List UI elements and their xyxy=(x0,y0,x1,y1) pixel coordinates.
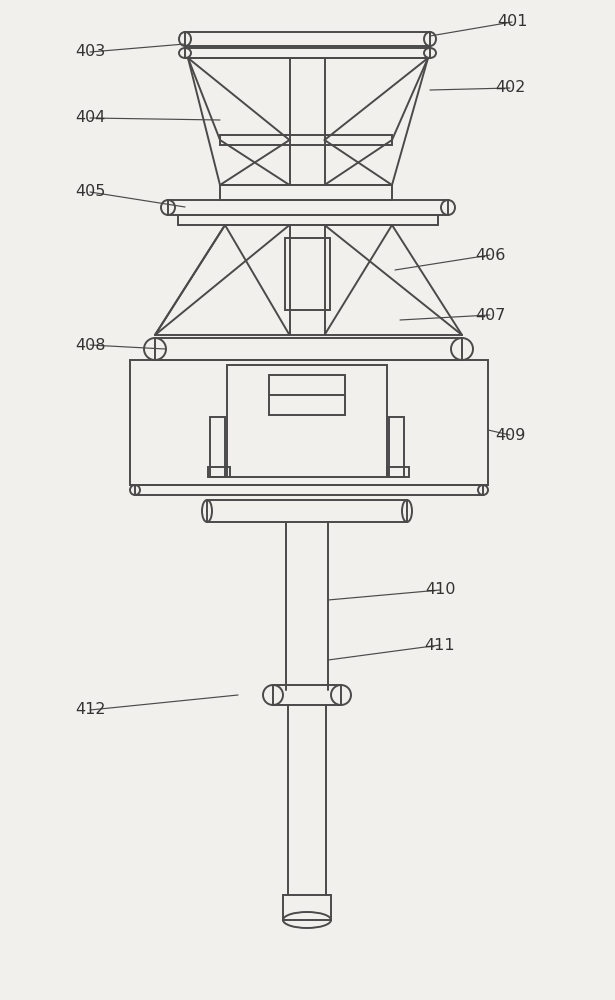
Text: 403: 403 xyxy=(75,44,105,60)
Bar xyxy=(269,375,345,415)
Text: 410: 410 xyxy=(425,582,455,597)
Bar xyxy=(208,467,230,477)
Bar xyxy=(185,32,430,46)
Text: 402: 402 xyxy=(495,81,525,96)
Bar xyxy=(168,200,448,215)
Bar xyxy=(178,215,438,225)
Bar xyxy=(285,238,330,310)
Text: 408: 408 xyxy=(75,338,105,353)
Bar xyxy=(389,417,404,477)
Bar xyxy=(387,467,409,477)
Bar xyxy=(273,685,341,705)
Bar xyxy=(283,895,331,920)
Bar xyxy=(227,365,387,477)
Text: 409: 409 xyxy=(495,428,525,442)
Bar xyxy=(220,185,392,200)
Bar xyxy=(220,135,392,145)
Bar xyxy=(185,48,430,58)
Text: 405: 405 xyxy=(75,184,105,200)
Bar xyxy=(155,338,462,360)
Text: 412: 412 xyxy=(75,702,105,718)
Text: 407: 407 xyxy=(475,308,505,322)
Text: 411: 411 xyxy=(425,638,455,652)
Text: 406: 406 xyxy=(475,247,505,262)
Text: 404: 404 xyxy=(75,110,105,125)
Bar xyxy=(135,485,483,495)
Bar xyxy=(207,500,407,522)
Bar xyxy=(130,360,488,485)
Text: 401: 401 xyxy=(497,14,527,29)
Bar xyxy=(210,417,225,477)
